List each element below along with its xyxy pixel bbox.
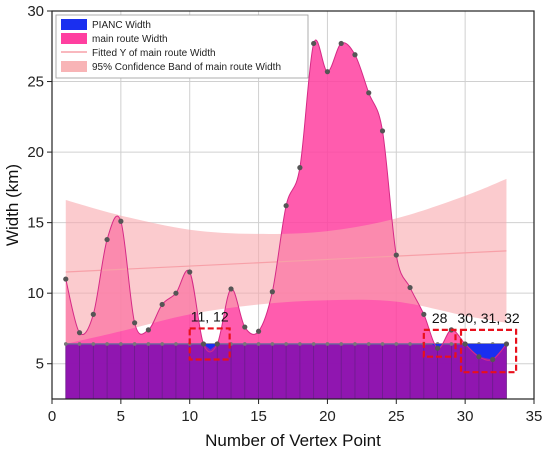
axis-ticks: 0 5 10 15 20 25 30 35 5 10 15 20 25 30 (27, 3, 542, 425)
legend-label-fitted: Fitted Y of main route Width (92, 48, 216, 59)
annotation-box (459, 328, 518, 374)
main-route-point (118, 218, 124, 224)
fitted-line (65, 250, 507, 273)
main-route-point (490, 356, 496, 363)
pianc-point (105, 342, 109, 346)
main-route-point (187, 269, 193, 275)
main-route-point (104, 236, 110, 243)
main-route-point (200, 341, 207, 347)
annotation-label: 28 (432, 310, 448, 326)
pianc-point (270, 342, 275, 346)
annotations: 11, 12 28 30, 31, 32 (188, 308, 520, 374)
main-route-point (352, 52, 358, 58)
pianc-point (77, 342, 82, 346)
main-route-point (214, 341, 220, 347)
legend-box (55, 14, 309, 79)
annotation-label: 11, 12 (191, 308, 229, 324)
pianc-point (160, 342, 164, 346)
x-tick-label: 5 (117, 408, 125, 425)
x-tick-label: 15 (250, 408, 267, 425)
pianc-point (380, 342, 385, 346)
y-tick-label: 5 (36, 356, 44, 373)
main-route-point (379, 128, 386, 134)
y-axis-title: Width (km) (3, 164, 22, 246)
pianc-point (394, 342, 399, 346)
main-route-point (228, 286, 234, 292)
main-route-point (173, 290, 179, 296)
y-tick-label: 25 (27, 74, 44, 91)
main-route-point (366, 90, 372, 96)
x-axis-title: Number of Vertex Point (205, 431, 381, 450)
pianc-point (91, 342, 96, 346)
pianc-point (408, 342, 412, 346)
x-tick-label: 10 (181, 408, 198, 425)
main-route-point (132, 320, 138, 326)
legend: PIANC Width main route Width Fitted Y of… (55, 14, 309, 79)
main-route-point (311, 40, 317, 47)
x-tick-label: 0 (48, 408, 56, 425)
legend-swatch-main-route (61, 33, 87, 44)
pianc-point (325, 342, 330, 346)
main-route-point (76, 330, 83, 336)
pianc-point (449, 342, 454, 346)
main-route-point (145, 327, 151, 333)
legend-swatch-band (61, 61, 87, 72)
main-route-point (421, 311, 427, 317)
main-route-point (407, 284, 413, 291)
pianc-point (284, 342, 288, 346)
pianc-point (311, 342, 316, 346)
pianc-point (174, 342, 178, 346)
legend-label-main-route: main route Width (92, 34, 168, 45)
main-route-point (476, 354, 482, 360)
pianc-dip-11-12 (203, 343, 218, 350)
annotation-box (422, 328, 457, 358)
plot-frame (51, 10, 535, 400)
y-tick-label: 20 (27, 144, 44, 161)
main-route-point (297, 165, 303, 171)
pianc-point (63, 342, 68, 346)
pianc-point (132, 342, 137, 346)
main-route-point (242, 324, 248, 330)
chart-marks (63, 39, 510, 399)
main-route-point (269, 289, 275, 295)
main-route-point (90, 311, 96, 317)
pianc-point (353, 342, 357, 346)
pianc-point (366, 342, 371, 346)
main-route-point (503, 341, 510, 347)
y-tick-label: 10 (27, 285, 44, 302)
main-route-point (283, 203, 289, 209)
y-tick-label: 15 (27, 215, 44, 232)
x-tick-label: 35 (526, 408, 543, 425)
x-tick-label: 20 (319, 408, 336, 425)
main-route-point (435, 345, 441, 351)
annotation-box (188, 327, 231, 361)
x-tick-label: 30 (457, 408, 474, 425)
annotation-label: 30, 31, 32 (457, 310, 519, 326)
main-route-point (63, 276, 69, 282)
pianc-point (256, 342, 261, 346)
pianc-point (298, 342, 302, 346)
main-route-point (338, 40, 344, 47)
legend-swatch-pianc (61, 19, 87, 30)
legend-label-pianc: PIANC Width (92, 20, 151, 31)
y-tick-label: 30 (27, 3, 44, 20)
pianc-point (339, 342, 344, 346)
pianc-point (243, 342, 247, 346)
pianc-dip-30-32 (465, 343, 507, 360)
main-route-point (255, 328, 262, 334)
main-route-point (462, 341, 468, 347)
main-route-point (324, 69, 331, 75)
main-route-point (159, 301, 165, 308)
main-route-point (393, 252, 399, 258)
x-tick-label: 25 (388, 408, 405, 425)
pianc-point (119, 342, 123, 346)
legend-label-band: 95% Confidence Band of main route Width (92, 62, 281, 73)
pianc-point (146, 342, 151, 346)
